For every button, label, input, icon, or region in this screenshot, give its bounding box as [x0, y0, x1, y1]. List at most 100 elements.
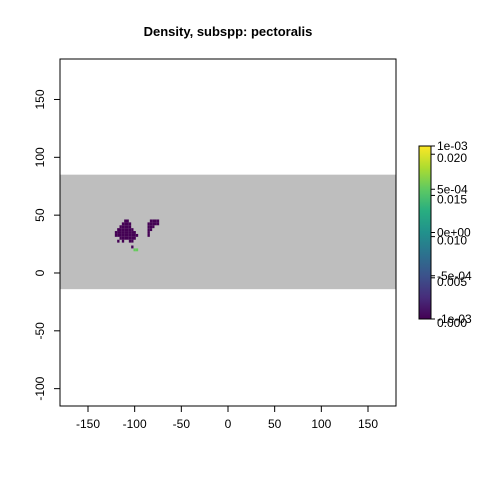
density-cell [128, 233, 132, 237]
density-cell [131, 231, 134, 234]
density-cell [133, 248, 136, 252]
x-tick-label: -150 [76, 417, 100, 431]
x-tick-label: 50 [268, 417, 282, 431]
density-cell [133, 231, 136, 234]
density-cell [133, 233, 136, 237]
legend-colorbar [418, 145, 432, 320]
density-cell [156, 222, 160, 226]
density-cell [126, 231, 129, 234]
density-cell [152, 222, 155, 226]
y-tick-label: 0 [33, 269, 47, 276]
x-tick-label: -50 [173, 417, 191, 431]
density-cell [124, 219, 127, 223]
density-cell [128, 236, 132, 240]
x-axis: -150 -100 -50 0 50 100 150 [76, 405, 378, 431]
density-cell [126, 222, 129, 226]
chart-title: Density, subspp: pectoralis [144, 24, 313, 39]
density-cell [152, 219, 155, 223]
density-cell [128, 239, 132, 243]
density-cell [121, 233, 125, 237]
legend-tick-label: 0.005 [437, 275, 467, 289]
density-cell [131, 236, 134, 240]
y-axis: -100 -50 0 50 100 150 [33, 89, 61, 401]
density-cell [152, 225, 155, 229]
plot-area [59, 58, 397, 407]
x-tick-label: 0 [225, 417, 232, 431]
density-cell [121, 236, 125, 240]
legend-tick-label: 0e+00 [437, 226, 471, 240]
x-tick-label: 100 [311, 417, 331, 431]
density-cell [117, 231, 120, 234]
x-tick-label: 150 [358, 417, 378, 431]
density-cell [126, 233, 129, 237]
legend-tick-label: 0.020 [437, 151, 467, 165]
density-cell [131, 239, 134, 243]
legend-tick-label: -5e-04 [437, 269, 472, 283]
density-cell [149, 219, 153, 223]
density-cell [149, 225, 153, 229]
density-cell [126, 225, 129, 229]
density-cell [124, 225, 127, 229]
density-cell [147, 228, 150, 232]
density-cell [119, 228, 122, 232]
y-tick-label: 150 [33, 89, 47, 109]
density-cell [128, 228, 132, 232]
density-cell [149, 222, 153, 226]
density-cell [119, 233, 122, 237]
density-cell [114, 231, 118, 234]
density-cell [156, 219, 160, 223]
density-cell [119, 236, 122, 240]
density-cell [126, 219, 129, 223]
density-cell [126, 228, 129, 232]
density-cell [121, 239, 125, 243]
density-cell [147, 231, 150, 234]
density-cell [135, 233, 139, 237]
legend-tick-label: -1e-03 [437, 312, 472, 326]
density-cell [135, 248, 139, 252]
density-cell [147, 233, 150, 237]
y-tick-label: 100 [33, 147, 47, 167]
legend-tick-label: 0.015 [437, 192, 467, 206]
x-tick-label: -100 [123, 417, 147, 431]
y-tick-label: -100 [33, 376, 47, 400]
density-cell [149, 228, 153, 232]
density-cell [119, 231, 122, 234]
density-cell [117, 233, 120, 237]
density-cell [147, 225, 150, 229]
density-cell [121, 228, 125, 232]
density-cell [121, 231, 125, 234]
y-tick-label: 50 [33, 208, 47, 222]
color-legend: 1e-03 5e-04 0e+00 -5e-04 -1e-03 0.020 0.015 0.0… [418, 139, 472, 330]
density-cell [124, 233, 127, 237]
density-cell [128, 225, 132, 229]
density-cell [131, 228, 134, 232]
density-cell [154, 219, 157, 223]
density-cell [124, 228, 127, 232]
density-cell [128, 222, 132, 226]
y-tick-label: -50 [33, 322, 47, 340]
density-cell [117, 239, 120, 243]
legend-tick-label: 5e-04 [437, 182, 468, 196]
density-cell [117, 228, 120, 232]
density-cell [126, 236, 129, 240]
density-cell [128, 231, 132, 234]
legend-tick-label: 1e-03 [437, 139, 468, 153]
density-cell [124, 222, 127, 226]
density-cell [147, 222, 150, 226]
legend-tick-label: 0.000 [437, 316, 467, 330]
density-cell [131, 233, 134, 237]
density-cell [133, 236, 136, 240]
legend-tick-label: 0.010 [437, 234, 467, 248]
legend-ticks: 1e-03 5e-04 0e+00 -5e-04 -1e-03 0.020 0.015 0.0… [431, 139, 472, 330]
density-cell [114, 233, 118, 237]
density-cell [121, 225, 125, 229]
density-cell [124, 231, 127, 234]
density-cell [124, 236, 127, 240]
density-cell [154, 222, 157, 226]
density-cell [119, 225, 122, 229]
density-cells [114, 219, 160, 252]
density-cell [131, 245, 134, 249]
background-band [60, 174, 396, 290]
density-cell [121, 222, 125, 226]
